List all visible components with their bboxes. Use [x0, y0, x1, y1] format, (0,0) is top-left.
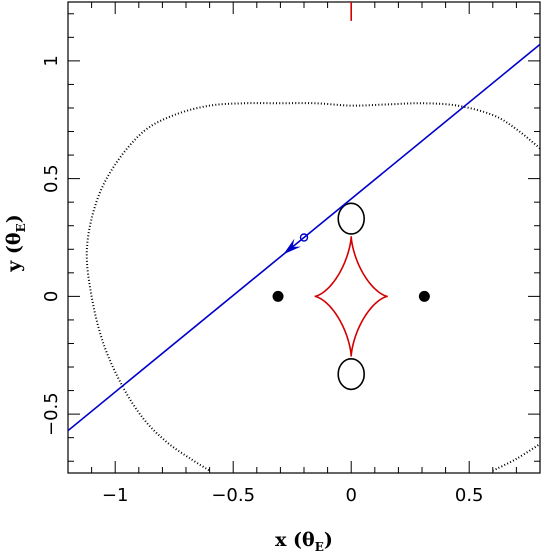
- x-tick-label: −0.5: [211, 485, 255, 506]
- x-axis-label-text: x (θ: [275, 529, 315, 551]
- inner-critical-curve-lower: [337, 357, 365, 391]
- x-tick-label: 0: [345, 485, 356, 506]
- y-tick-label: 1: [41, 55, 62, 66]
- source-position-marker: [299, 233, 309, 242]
- tick-labels: −1 −0.5 0 0.5 −0.5 0 0.5 1: [41, 55, 484, 506]
- outer-critical-curve: [85, 102, 540, 472]
- y-tick-label: 0.5: [41, 164, 62, 193]
- lens-point-left: [272, 290, 284, 302]
- central-caustic: [314, 236, 388, 357]
- lens-point-right: [418, 290, 430, 302]
- y-axis-label-text: y (θ: [3, 232, 25, 272]
- inner-critical-curve-upper: [337, 202, 365, 235]
- y-axis-label: y (θE): [3, 214, 28, 272]
- axis-ticks: [68, 2, 541, 473]
- x-axis-label: x (θE): [275, 529, 333, 554]
- x-axis-label-subscript: E: [315, 540, 324, 554]
- y-axis-label-close: ): [3, 214, 25, 223]
- y-tick-label: 0: [41, 291, 62, 302]
- x-tick-label: 0.5: [455, 485, 484, 506]
- x-axis-label-close: ): [324, 529, 333, 551]
- trajectory-direction-arrow: [283, 238, 301, 255]
- source-trajectory-line: [68, 43, 540, 432]
- outer-critical-curve-right-segment: [492, 442, 540, 472]
- y-tick-label: −0.5: [41, 392, 62, 436]
- x-tick-label: −1: [102, 485, 129, 506]
- y-axis-label-subscript: E: [14, 223, 28, 232]
